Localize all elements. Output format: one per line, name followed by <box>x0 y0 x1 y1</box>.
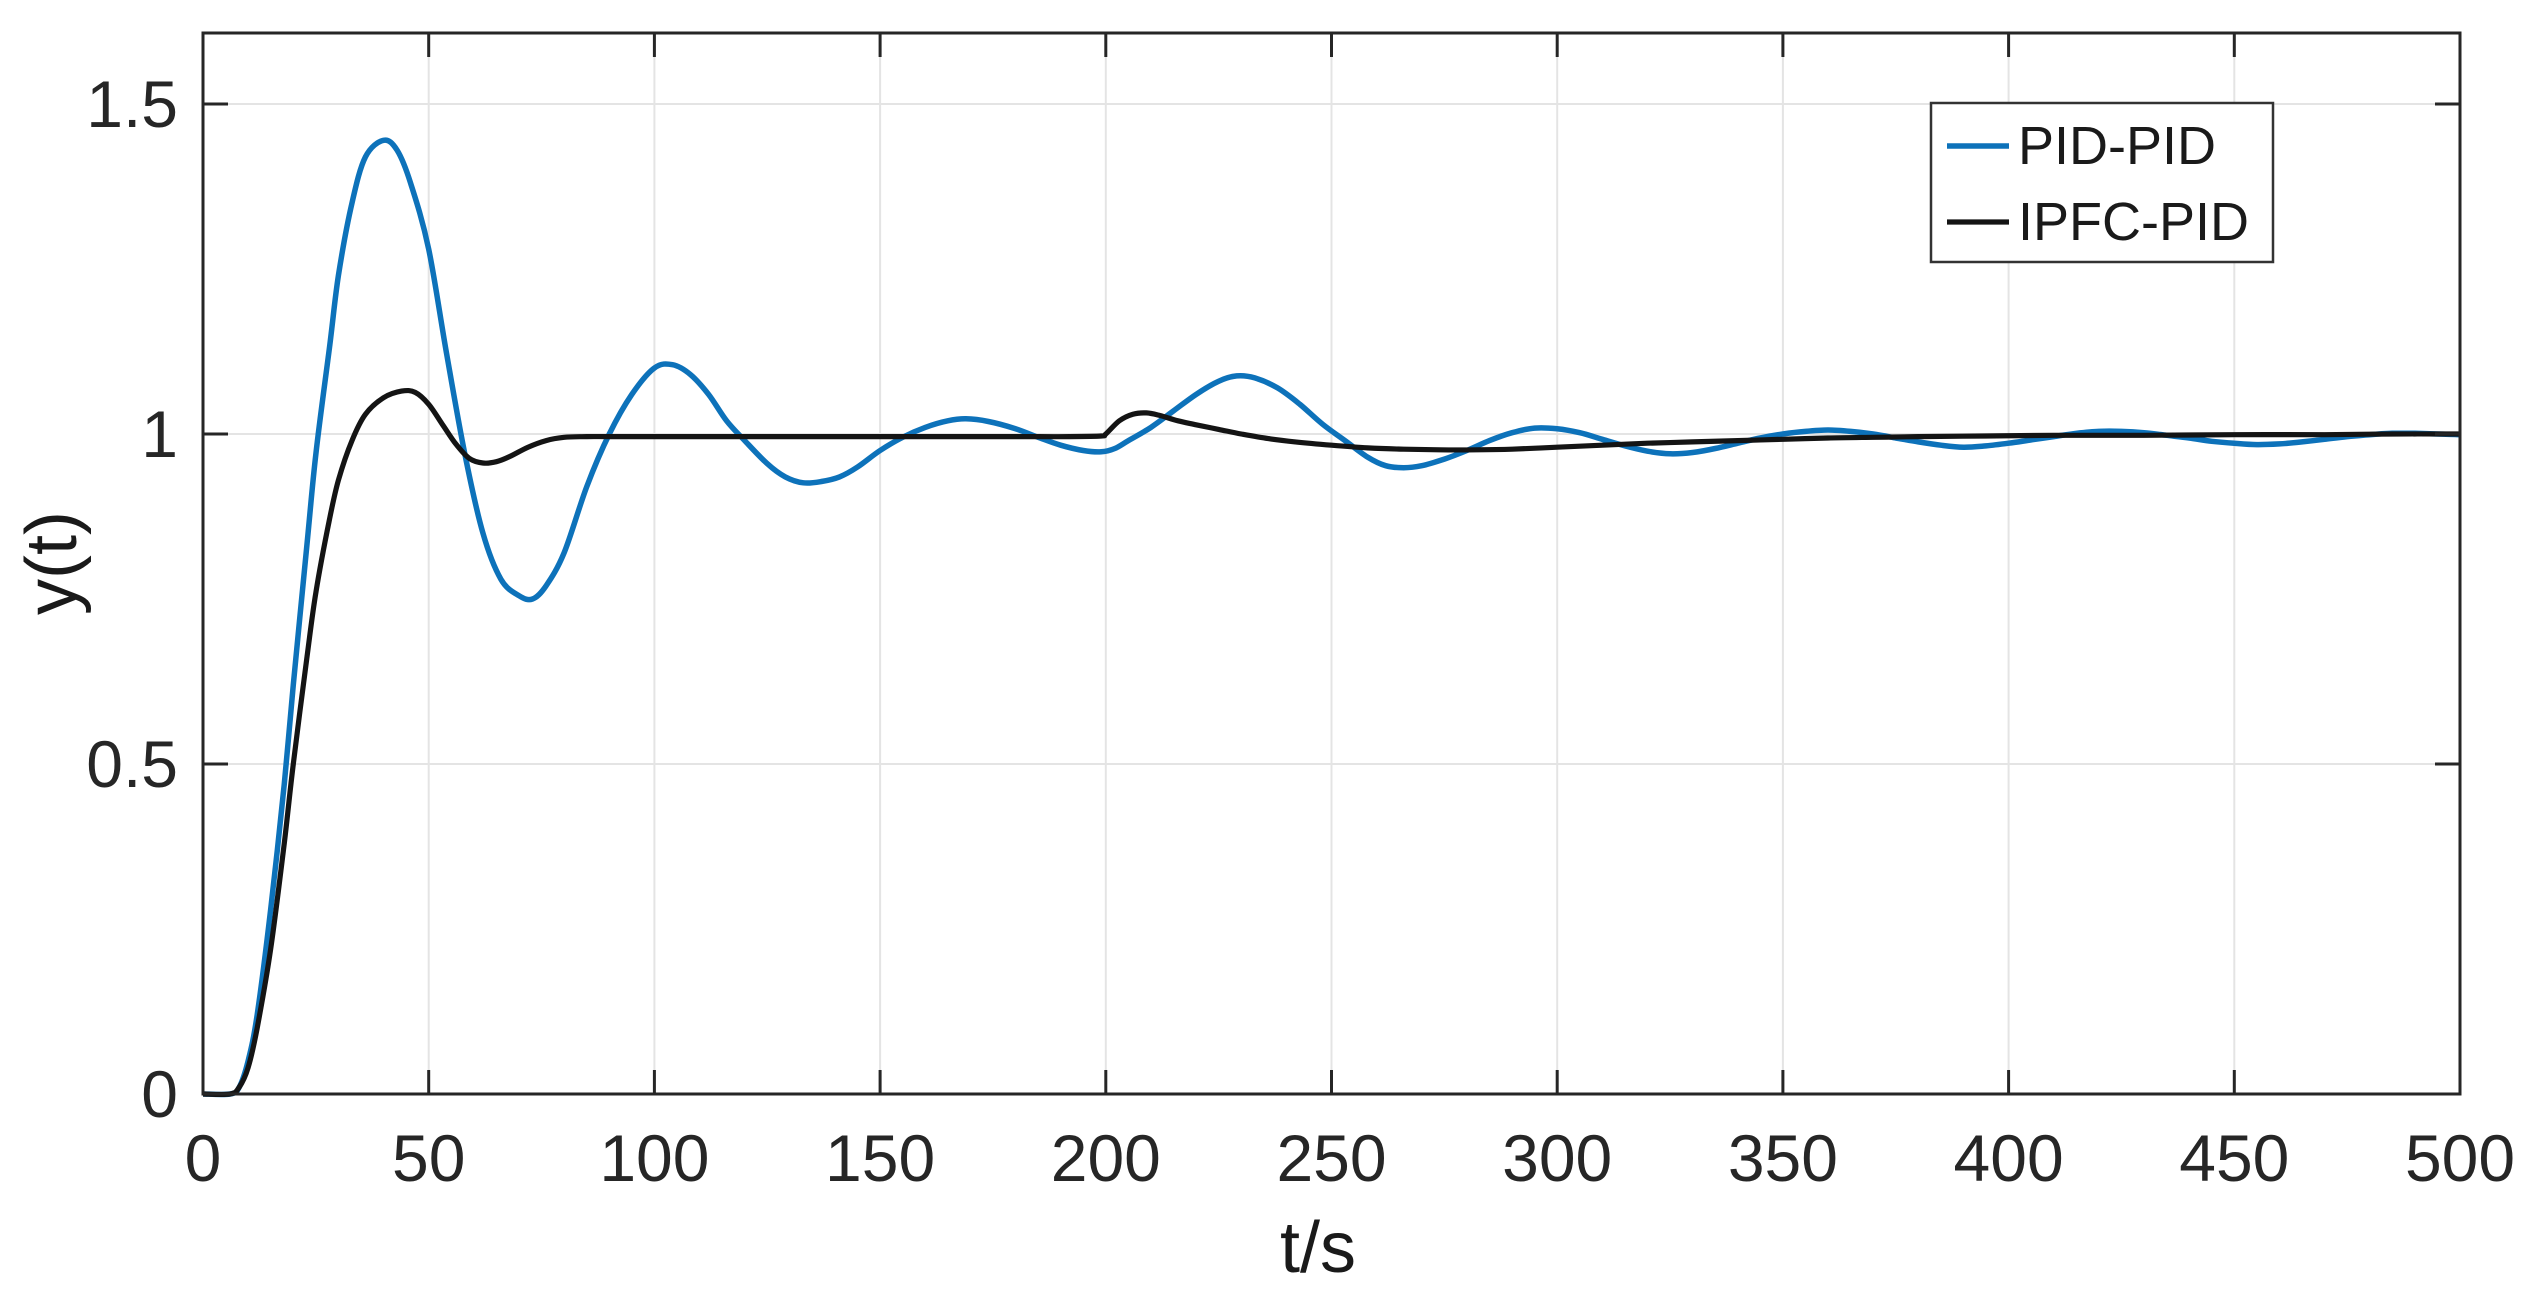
x-tick-label: 300 <box>1502 1121 1612 1195</box>
series-line-pid-pid <box>202 137 2461 1098</box>
legend-box <box>1929 101 2275 264</box>
x-tick-label: 50 <box>392 1121 465 1195</box>
series-line-ipfc-pid <box>202 387 2461 1098</box>
x-tick-label: 450 <box>2179 1121 2289 1195</box>
legend-label-pid-pid: PID-PID <box>2018 116 2216 176</box>
y-axis-label: y(t) <box>12 511 92 615</box>
x-tick-label: 500 <box>2405 1121 2515 1195</box>
x-tick-label: 150 <box>825 1121 935 1195</box>
y-tick-label: 1.5 <box>86 67 178 141</box>
x-axis-label: t/s <box>1280 1208 1356 1288</box>
y-tick-label: 1 <box>141 397 178 471</box>
y-tick-label: 0 <box>141 1057 178 1131</box>
x-tick-label: 0 <box>185 1121 222 1195</box>
legend-label-ipfc-pid: IPFC-PID <box>2018 192 2249 252</box>
x-tick-label: 400 <box>1954 1121 2064 1195</box>
x-tick-label: 350 <box>1728 1121 1838 1195</box>
x-tick-label: 250 <box>1276 1121 1386 1195</box>
x-tick-label: 100 <box>599 1121 709 1195</box>
y-tick-label: 0.5 <box>86 727 178 801</box>
x-tick-label: 200 <box>1051 1121 1161 1195</box>
